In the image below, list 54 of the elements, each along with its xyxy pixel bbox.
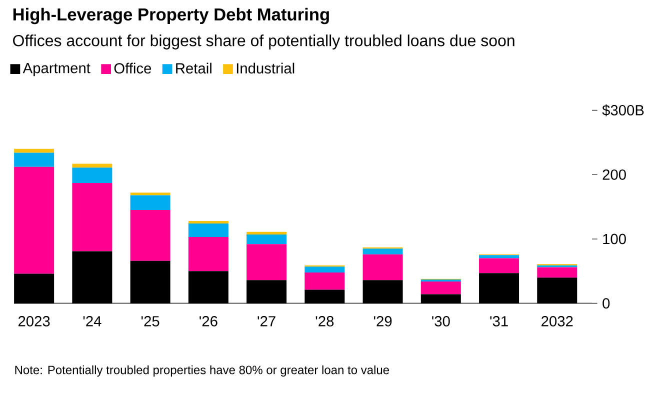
- bar: [14, 152, 54, 167]
- x-tick-label: 2023: [18, 316, 50, 326]
- x-tick-label: '30: [432, 316, 450, 326]
- bar: [188, 220, 228, 224]
- legend-label: Industrial: [236, 62, 294, 74]
- bar: [304, 272, 345, 290]
- bar: [188, 237, 228, 272]
- x-tick-label: '25: [141, 316, 160, 326]
- bar: [304, 290, 345, 304]
- bar: [420, 281, 461, 294]
- text: Note: Potentially troubled properties have 80% or greater loan to value: [15, 365, 390, 377]
- bar: [14, 148, 54, 153]
- bar: [537, 278, 578, 304]
- x-tick-label: '24: [83, 316, 102, 326]
- bar: [304, 266, 345, 272]
- x-tick-label: '28: [316, 316, 334, 326]
- bar: [130, 195, 170, 210]
- bar: [130, 260, 170, 304]
- bar: [246, 232, 287, 234]
- bar: [479, 258, 520, 274]
- legend-label: Apartment: [22, 63, 90, 76]
- bar: [479, 255, 520, 258]
- bar: [188, 224, 228, 238]
- x-tick-label: '26: [200, 316, 218, 326]
- bar: [479, 273, 520, 304]
- y-tick-label: 0: [602, 298, 610, 309]
- y-tick-label: 200: [602, 169, 626, 180]
- bar: [14, 166, 54, 274]
- bar: [188, 271, 228, 304]
- bar: [130, 210, 170, 261]
- bar: [362, 280, 403, 304]
- legend-label: Retail: [176, 62, 212, 74]
- y-tick-label: $300B: [602, 104, 644, 116]
- x-tick-label: '27: [258, 316, 276, 326]
- legend-label: Office: [114, 62, 152, 74]
- chart-subtitle: Offices account for biggest share of potentially troubled loans due soon: [13, 34, 514, 50]
- bar: [362, 254, 403, 280]
- bar: [246, 244, 287, 280]
- bar: [420, 294, 461, 304]
- x-tick-label: 2032: [542, 316, 573, 326]
- bar: [72, 164, 112, 168]
- x-tick-label: '31: [490, 316, 508, 326]
- bar: [130, 192, 170, 196]
- bar: [14, 274, 54, 304]
- bar: [72, 251, 112, 304]
- bar: [72, 168, 112, 184]
- bar: [246, 280, 287, 304]
- chart-title: High-Leverage Property Debt Maturing: [13, 8, 329, 24]
- bar: [537, 267, 578, 278]
- bar: [362, 248, 403, 254]
- bar: [246, 234, 287, 244]
- x-tick-label: '29: [374, 316, 392, 326]
- y-tick-label: 100: [603, 234, 626, 244]
- bar: [72, 183, 112, 252]
